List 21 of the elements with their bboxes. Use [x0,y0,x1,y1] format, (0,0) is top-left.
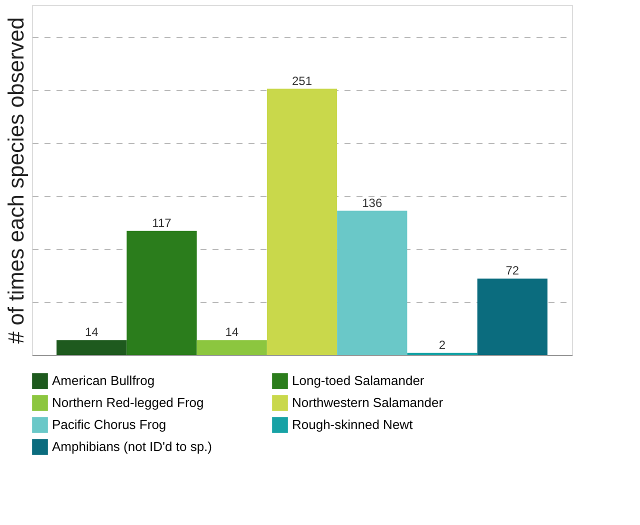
bar [266,88,338,355]
bar [477,278,548,355]
data-label: 136 [362,196,382,210]
bar [337,210,408,355]
legend-label: American Bullfrog [52,373,155,388]
legend-label: Rough-skinned Newt [292,417,414,432]
data-label: 2 [438,338,446,352]
legend-label: Long-toed Salamander [292,373,425,388]
bar [196,340,267,355]
y-axis-title: # of times each species observed [4,17,28,344]
data-label: 72 [506,264,520,278]
legend-label: Amphibians (not ID'd to sp.) [52,439,212,454]
data-label: 14 [84,325,99,340]
data-label: 251 [292,74,312,88]
legend-label: Pacific Chorus Frog [52,417,166,432]
bar [56,340,127,355]
legend-label: Northern Red-legged Frog [52,395,204,410]
data-label: 117 [152,216,172,230]
legend-label: Northwestern Salamander [292,395,444,410]
data-label: 14 [225,325,239,340]
bar [126,230,197,355]
